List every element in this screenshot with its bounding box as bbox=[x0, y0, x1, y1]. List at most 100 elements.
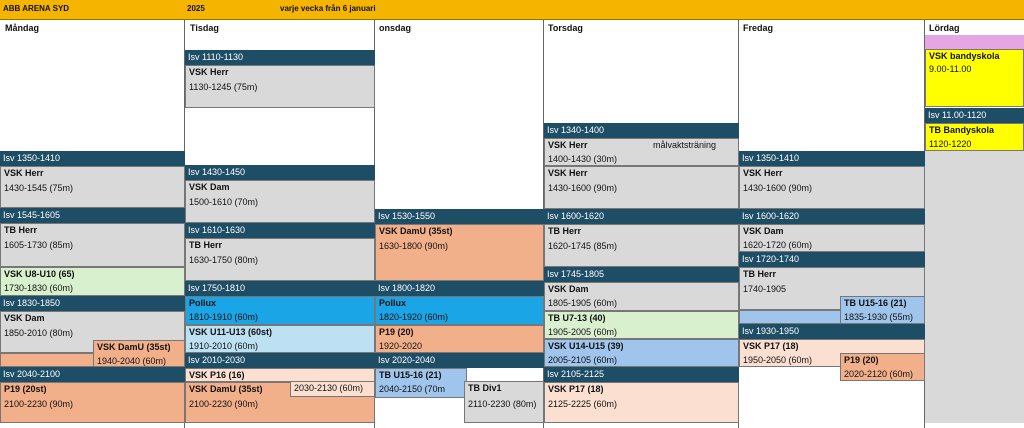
event-time: 2125-2225 (60m) bbox=[548, 399, 618, 409]
mon-isv-4: Isv 2040-2100 bbox=[0, 367, 185, 382]
event-time: 1620-1720 (60m) bbox=[743, 240, 813, 250]
event-time: 2040-2150 (70m bbox=[379, 384, 446, 394]
day-tuesday: Tisdag bbox=[190, 23, 219, 33]
tue-isv-5: Isv 2010-2030 bbox=[185, 353, 375, 368]
event-title: VSK U14-U15 (39) bbox=[548, 341, 624, 351]
event-title: VSK Dam bbox=[743, 226, 784, 236]
wed-event-pollux: Pollux 1820-1920 (60m) bbox=[375, 296, 544, 325]
thu-event-p17: VSK P17 (18) 2125-2225 (60m) bbox=[544, 382, 739, 423]
event-time: 1920-2020 bbox=[379, 341, 423, 351]
tue-isv-1: Isv 1110-1130 bbox=[185, 50, 375, 65]
event-title: TB U7-13 (40) bbox=[548, 313, 606, 323]
event-time: 1835-1930 (55m) bbox=[844, 312, 914, 322]
fri-event-p19: P19 (20) 2020-2120 (60m) bbox=[840, 353, 925, 381]
arena-title: ABB ARENA SYD bbox=[3, 4, 70, 13]
mon-isv-3: Isv 1830-1850 bbox=[0, 296, 185, 311]
fri-event-tb-herr: TB Herr 1740-1905 bbox=[739, 267, 925, 310]
day-thursday: Torsdag bbox=[548, 23, 583, 33]
event-time: 1740-1905 bbox=[743, 284, 787, 294]
tue-event-tb-herr: TB Herr 1630-1750 (80m) bbox=[185, 238, 375, 281]
event-title: VSK DamU (35st) bbox=[379, 226, 453, 236]
event-title: VSK P16 (16) bbox=[189, 370, 245, 380]
event-title: TB Bandyskola bbox=[929, 125, 995, 135]
event-title: VSK Herr bbox=[548, 168, 588, 178]
fri-isv-1: Isv 1350-1410 bbox=[739, 151, 925, 166]
day-saturday: Lördag bbox=[929, 23, 960, 33]
event-time: 1500-1610 (70m) bbox=[189, 197, 259, 207]
fri-event-vsk-dam: VSK Dam 1620-1720 (60m) bbox=[739, 224, 925, 252]
event-title: VSK DamU (35st) bbox=[97, 342, 171, 352]
header-bar: ABB ARENA SYD 2025 varje vecka från 6 ja… bbox=[0, 0, 1024, 20]
tue-event-vsk-herr: VSK Herr 1130-1245 (75m) bbox=[185, 65, 375, 108]
event-title: TB U15-16 (21) bbox=[379, 370, 442, 380]
tue-event-u11-u13: VSK U11-U13 (60st) 1910-2010 (60m) bbox=[185, 325, 375, 353]
event-title: Pollux bbox=[379, 298, 407, 308]
thu-goalkeeper-note: målvaktsträning bbox=[653, 140, 717, 150]
event-time: 1605-1730 (85m) bbox=[4, 240, 74, 250]
event-time: 1905-2005 (60m) bbox=[548, 327, 618, 337]
fri-event-tb-u15: TB U15-16 (21) 1835-1930 (55m) bbox=[840, 296, 925, 324]
sat-isv-1: Isv 11.00-1120 bbox=[925, 108, 1024, 123]
mon-isv-2: Isv 1545-1605 bbox=[0, 208, 185, 223]
event-time: 1400-1430 (30m) bbox=[548, 154, 618, 164]
tue-event-pollux: Pollux 1810-1910 (60m) bbox=[185, 296, 375, 325]
event-time: 2020-2120 (60m) bbox=[844, 369, 914, 379]
event-title: TB Herr bbox=[743, 269, 777, 279]
schedule-note: varje vecka från 6 januari bbox=[280, 4, 376, 13]
fri-isv-2: Isv 1600-1620 bbox=[739, 209, 925, 224]
mon-isv-1: Isv 1350-1410 bbox=[0, 151, 185, 166]
tue-isv-4: Isv 1750-1810 bbox=[185, 281, 375, 296]
event-title: P19 (20) bbox=[844, 355, 879, 365]
event-title: P19 (20) bbox=[379, 327, 414, 337]
event-title: VSK Dam bbox=[4, 313, 45, 323]
fri-isv-4: Isv 1930-1950 bbox=[739, 324, 925, 339]
day-friday: Fredag bbox=[743, 23, 774, 33]
sat-event-bandyskola: VSK bandyskola 9.00-11.00 bbox=[925, 49, 1024, 107]
wed-event-damu: VSK DamU (35st) 1630-1800 (90m) bbox=[375, 224, 544, 281]
wed-event-tb-u15: TB U15-16 (21) 2040-2150 (70m bbox=[375, 368, 467, 398]
fri-isv-3: Isv 1720-1740 bbox=[739, 252, 925, 267]
event-time: 1430-1600 (90m) bbox=[548, 183, 618, 193]
thu-event-tb-u7: TB U7-13 (40) 1905-2005 (60m) bbox=[544, 311, 739, 339]
event-title: VSK Herr bbox=[548, 140, 588, 150]
event-title: VSK DamU (35st) bbox=[189, 384, 263, 394]
thu-event-u14-u15: VSK U14-U15 (39) 2005-2105 (60m) bbox=[544, 339, 739, 367]
event-time: 1805-1905 (60m) bbox=[548, 298, 618, 308]
event-title: VSK Herr bbox=[4, 168, 44, 178]
event-time: 1940-2040 (60m) bbox=[97, 356, 167, 366]
event-title: VSK Herr bbox=[743, 168, 783, 178]
sat-pink-bar bbox=[925, 35, 1024, 49]
event-time: 1820-1920 (60m) bbox=[379, 312, 449, 322]
event-time: 1430-1545 (75m) bbox=[4, 183, 74, 193]
fri-event-vsk-herr: VSK Herr 1430-1600 (90m) bbox=[739, 166, 925, 209]
event-time: 1430-1600 (90m) bbox=[743, 183, 813, 193]
mon-event-p19: P19 (20st) 2100-2230 (90m) bbox=[0, 382, 185, 423]
event-time: 1630-1800 (90m) bbox=[379, 241, 449, 251]
event-title: TB Herr bbox=[189, 240, 223, 250]
event-time: 2100-2230 (90m) bbox=[4, 399, 74, 409]
event-time: 1120-1220 bbox=[929, 139, 972, 149]
thu-isv-3: Isv 1745-1805 bbox=[544, 267, 739, 282]
wed-isv-1: Isv 1530-1550 bbox=[375, 209, 544, 224]
mon-event-damu: VSK DamU (35st) 1940-2040 (60m) bbox=[93, 340, 185, 367]
year-label: 2025 bbox=[187, 4, 205, 13]
wed-event-p19: P19 (20) 1920-2020 bbox=[375, 325, 544, 353]
event-title: P19 (20st) bbox=[4, 384, 47, 394]
event-time: 1620-1745 (85m) bbox=[548, 241, 618, 251]
thu-event-tb-herr: TB Herr 1620-1745 (85m) bbox=[544, 224, 739, 267]
tue-event-vsk-dam: VSK Dam 1500-1610 (70m) bbox=[185, 180, 375, 223]
tue-event-p16-time: 2030-2130 (60m) bbox=[290, 381, 375, 397]
sat-empty-area bbox=[925, 151, 1024, 423]
day-wednesday: onsdag bbox=[379, 23, 412, 33]
wed-event-tb-div1: TB Div1 2110-2230 (80m) bbox=[464, 381, 544, 423]
thu-event-vsk-dam: VSK Dam 1805-1905 (60m) bbox=[544, 282, 739, 311]
sat-event-tb-bandyskola: TB Bandyskola 1120-1220 bbox=[925, 123, 1024, 151]
mon-event-vsk-herr: VSK Herr 1430-1545 (75m) bbox=[0, 166, 185, 208]
event-time: 1850-2010 (80m) bbox=[4, 328, 74, 338]
event-time: 1730-1830 (60m) bbox=[4, 283, 74, 293]
thu-event-vsk-herr: VSK Herr 1430-1600 (90m) bbox=[544, 166, 739, 209]
event-time: 2110-2230 (80m) bbox=[468, 399, 537, 409]
event-title: TB Div1 bbox=[468, 383, 502, 393]
tue-isv-2: Isv 1430-1450 bbox=[185, 165, 375, 180]
tue-event-p16: VSK P16 (16) bbox=[185, 368, 375, 382]
